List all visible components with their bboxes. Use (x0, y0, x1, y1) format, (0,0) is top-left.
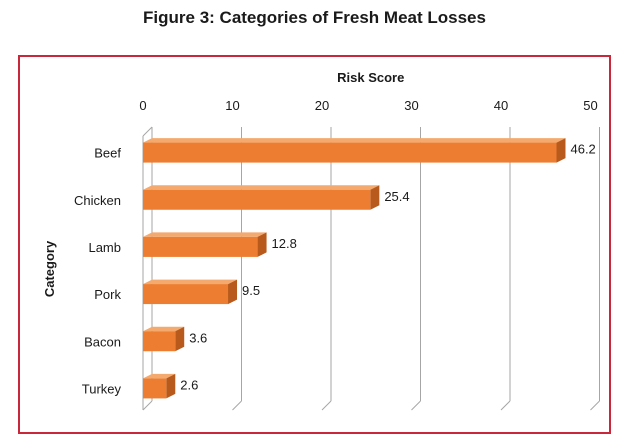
bar (143, 236, 258, 257)
gridline-foot (142, 400, 153, 411)
gridline-foot (411, 400, 421, 411)
bar-top-face (143, 185, 380, 190)
bar (143, 142, 557, 163)
bar (143, 189, 371, 210)
gridline-foot (232, 400, 242, 411)
gridline-foot (321, 400, 332, 411)
bar-chart: 0 10 20 30 40 50 Beef 46.2 Chicken 25.4 Lamb 12.8 Po… (42, 70, 600, 411)
x-tick-label: 0 (139, 98, 146, 113)
gridlines (142, 127, 600, 411)
x-tick-label: 20 (315, 98, 329, 113)
bar (143, 331, 176, 352)
bar-top-face (143, 279, 238, 285)
data-label: 2.6 (180, 377, 198, 392)
x-axis-title: Risk Score (337, 70, 404, 85)
bar-top-face (143, 373, 176, 379)
data-label: 25.4 (384, 189, 409, 204)
category-label: Pork (94, 287, 121, 302)
bar-top-face (143, 326, 185, 332)
bar-top-face (143, 138, 566, 143)
category-label: Turkey (82, 381, 122, 396)
y-axis-top-line (142, 126, 153, 137)
category-label: Chicken (74, 193, 121, 208)
gridline-foot (590, 400, 600, 411)
bar-side-face (556, 138, 566, 163)
bar-side-face (257, 232, 267, 257)
x-tick-label: 50 (583, 98, 597, 113)
x-tick-label: 30 (404, 98, 418, 113)
data-label: 12.8 (272, 236, 297, 251)
x-tick-label: 10 (225, 98, 239, 113)
bars (143, 138, 566, 399)
bar (143, 284, 229, 305)
y-axis-title: Category (42, 240, 57, 297)
data-label: 9.5 (242, 283, 260, 298)
data-label: 46.2 (570, 142, 595, 157)
labels: 0 10 20 30 40 50 Beef 46.2 Chicken 25.4 Lamb 12.8 Po… (74, 98, 598, 396)
data-label: 3.6 (189, 330, 207, 345)
chart-frame: 0 10 20 30 40 50 Beef 46.2 Chicken 25.4 Lamb 12.8 Po… (18, 55, 611, 434)
page-title: Figure 3: Categories of Fresh Meat Losse… (143, 8, 486, 27)
x-tick-label: 40 (494, 98, 508, 113)
bar-side-face (166, 373, 176, 399)
axes (142, 126, 153, 410)
bar-top-face (143, 232, 267, 237)
category-label: Lamb (88, 240, 121, 255)
bar-side-face (228, 279, 238, 305)
bar-side-face (175, 326, 185, 352)
category-label: Bacon (84, 334, 121, 349)
category-label: Beef (94, 146, 121, 161)
bar-side-face (370, 185, 380, 210)
bar (143, 378, 167, 399)
gridline-foot (500, 400, 511, 411)
